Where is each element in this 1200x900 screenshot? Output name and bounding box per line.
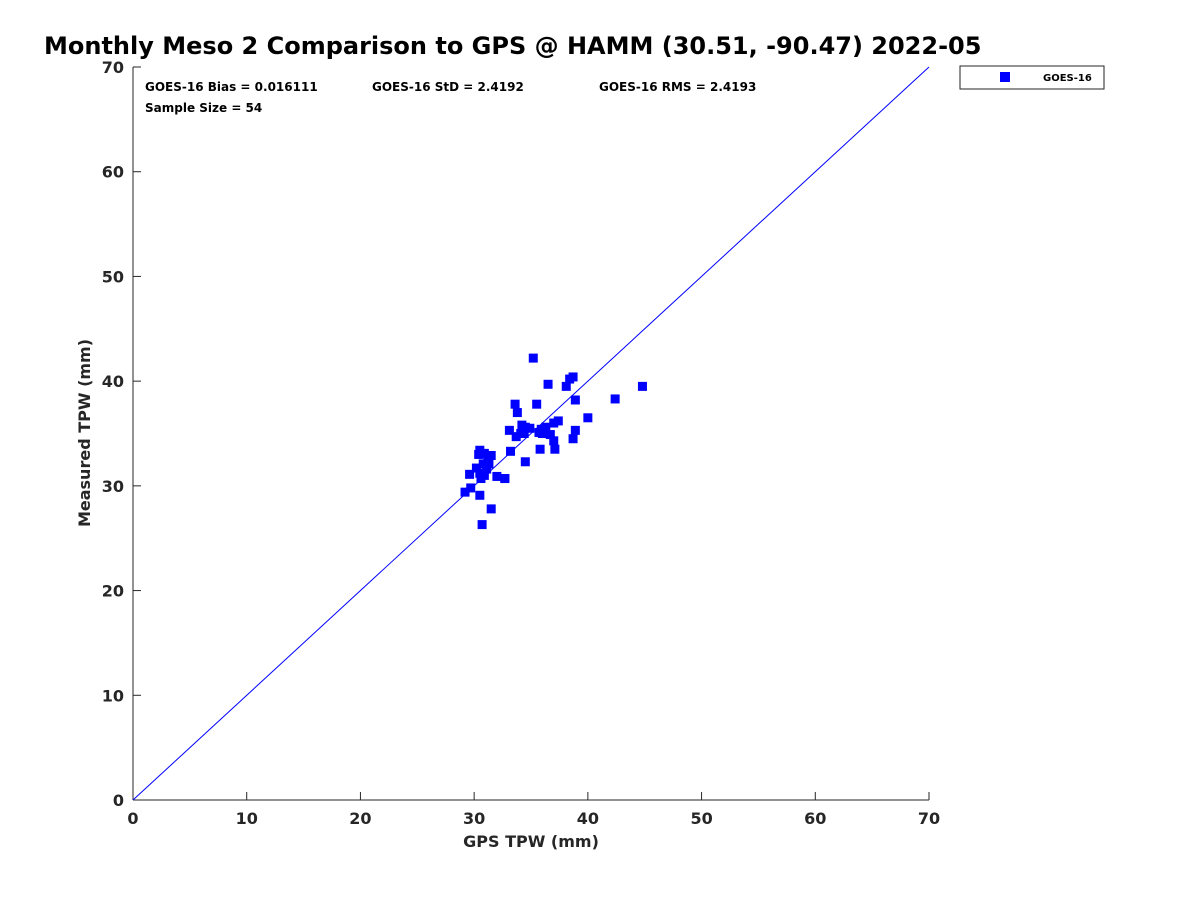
data-point [475,490,485,500]
data-point [568,372,578,382]
data-point [520,457,530,467]
data-point [541,422,551,432]
y-tick-label: 70 [102,58,124,77]
data-point [528,353,538,363]
y-tick-label: 30 [102,477,124,496]
legend-label-goes-16: GOES-16 [1043,73,1092,84]
data-point [535,444,545,454]
x-ticks: 0 10 20 30 40 50 60 70 [127,792,940,828]
data-point [466,483,476,493]
x-axis-label: GPS TPW (mm) [463,832,599,851]
data-point [545,430,555,440]
x-tick-label: 30 [463,809,485,828]
x-tick-label: 0 [127,809,138,828]
data-point [478,459,488,469]
data-point [484,459,494,469]
y-tick-label: 50 [102,267,124,286]
data-point [583,413,593,423]
data-point [492,471,502,481]
y-tick-label: 0 [113,791,124,810]
legend-marker-goes-16 [1000,72,1010,82]
scatter-points [460,353,647,530]
data-point [506,446,516,456]
x-tick-label: 60 [804,809,826,828]
y-tick-label: 60 [102,163,124,182]
y-ticks: 0 10 20 30 40 50 60 70 [102,58,141,810]
y-axis-label: Measured TPW (mm) [75,339,94,527]
data-point [477,520,487,530]
data-point [610,394,620,404]
x-tick-label: 50 [690,809,712,828]
std-stat: GOES-16 StD = 2.4192 [372,80,524,94]
data-point [549,418,559,428]
data-point [549,436,559,446]
bias-stat: GOES-16 Bias = 0.016111 [145,80,318,94]
data-point [561,381,571,391]
data-point [510,399,520,409]
data-point [475,445,485,455]
data-point [479,448,489,458]
data-point [570,395,580,405]
data-point [537,429,547,438]
data-point [543,379,553,389]
x-tick-label: 10 [236,809,258,828]
sample-size-stat: Sample Size = 54 [145,101,262,115]
data-point [460,487,470,497]
one-to-one-line [132,66,930,801]
data-point [479,470,489,480]
data-point [637,381,647,391]
x-tick-label: 40 [577,809,599,828]
data-point [532,399,542,409]
data-point [520,422,530,432]
data-point [471,463,481,473]
x-tick-label: 70 [918,809,940,828]
data-point [570,425,580,435]
data-point [512,408,522,418]
data-point [486,450,496,460]
legend: GOES-16 [959,65,1105,90]
data-point [475,468,485,478]
data-point [482,464,492,474]
chart-title: Monthly Meso 2 Comparison to GPS @ HAMM … [44,32,981,60]
data-point [525,423,535,433]
data-point [511,432,521,442]
data-point [465,469,475,479]
x-tick-label: 20 [349,809,371,828]
data-point [519,429,529,438]
data-point [550,444,560,454]
data-point [553,416,563,426]
y-tick-label: 10 [102,686,124,705]
data-point [486,504,496,514]
data-point [504,425,514,435]
y-tick-label: 20 [102,582,124,601]
y-tick-label: 40 [102,372,124,391]
rms-stat: GOES-16 RMS = 2.4193 [599,80,756,94]
legend-box [959,65,1105,90]
data-point [568,434,578,444]
data-point [500,474,510,484]
